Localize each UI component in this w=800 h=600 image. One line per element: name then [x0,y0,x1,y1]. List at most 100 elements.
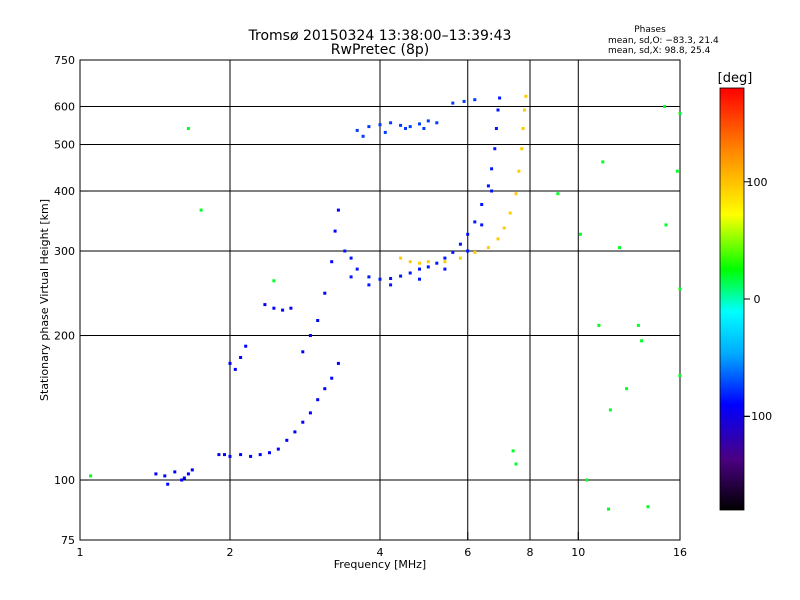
x-tick-label: 4 [377,546,384,559]
colorbar: [deg] 100 0 −100 [718,71,772,511]
data-point [343,249,347,253]
data-point [186,127,190,130]
data-point [556,192,560,196]
data-point [333,229,337,233]
data-point [473,250,477,254]
data-point [443,256,447,260]
y-tick-label: 300 [54,245,75,258]
data-point [466,249,470,253]
axis-ticks: 1 2 4 6 8 10 16 75 100 200 300 400 500 600 750 [54,54,687,559]
data-point [426,119,430,123]
data-point [408,260,412,264]
data-point [473,220,477,224]
data-point [426,260,430,264]
data-point [618,246,621,250]
data-point [408,125,412,129]
data-point [180,478,184,482]
data-point [223,453,226,457]
data-point [517,169,521,173]
x-tick-label: 8 [527,546,534,559]
data-point [418,261,421,265]
data-point [458,242,462,246]
data-point [636,323,640,327]
data-point [263,303,267,307]
data-point [389,283,393,287]
data-point [323,387,327,391]
data-point [163,474,167,478]
data-point [154,472,158,476]
data-point [166,482,170,486]
data-point [276,447,280,451]
data-point [418,122,421,126]
phases-x-stats: mean, sd,X: 98.8, 25.4 [608,46,711,56]
colorbar-label: [deg] [718,71,753,86]
data-point [367,125,371,129]
data-point [285,438,289,442]
data-point [408,271,412,275]
data-point [367,283,371,287]
data-point [607,507,610,511]
data-point [601,160,605,164]
data-point [496,237,500,241]
data-point [186,472,190,476]
data-point [399,123,403,127]
data-point [268,451,271,455]
phases-heading: Phases [634,25,666,35]
data-point [355,267,359,271]
colorbar-gradient [719,87,745,511]
data-point [89,474,93,478]
x-tick-label: 6 [464,546,471,559]
data-point [494,127,498,130]
y-tick-label: 500 [54,139,75,152]
data-point [490,167,494,171]
data-point [199,208,203,212]
data-point [349,256,353,260]
data-point [330,376,334,380]
data-point [646,505,650,509]
data-point [521,127,525,130]
data-point [664,223,668,227]
data-point [389,277,393,280]
data-point [520,147,524,151]
data-point [239,356,243,359]
y-tick-label: 200 [54,330,75,343]
data-point [367,275,371,279]
data-point [399,256,403,260]
data-point [486,246,490,250]
colorbar-tick-label: −100 [742,410,772,423]
data-point [490,189,494,193]
data-point [308,334,312,337]
data-point [578,232,582,236]
plot-area: 1 2 4 6 8 10 16 75 100 200 300 400 500 600 750 [54,54,687,559]
data-point [493,147,497,151]
data-point [678,287,682,291]
data-point [473,98,477,102]
data-point [443,260,447,264]
data-point [217,453,221,457]
data-point [435,121,439,125]
data-point [301,350,305,354]
data-point [249,454,253,458]
data-point [233,367,237,371]
data-point [293,430,297,434]
x-tick-label: 2 [227,546,234,559]
colorbar-ticks: 100 0 −100 [742,176,772,423]
data-point [451,101,455,105]
x-axis-label: Frequency [MHz] [334,558,426,571]
chart-title-line2: RwPretec (8p) [331,42,429,58]
y-tick-label: 100 [54,474,75,487]
data-point [418,277,421,281]
data-point [466,232,470,236]
data-points [89,94,682,511]
data-point [585,478,589,482]
data-point [378,123,382,127]
data-point [511,449,515,453]
data-point [323,291,327,295]
data-point [301,420,305,424]
data-point [378,277,382,281]
data-point [281,308,285,312]
data-point [316,319,320,322]
data-point [640,339,644,343]
data-point [190,468,194,472]
